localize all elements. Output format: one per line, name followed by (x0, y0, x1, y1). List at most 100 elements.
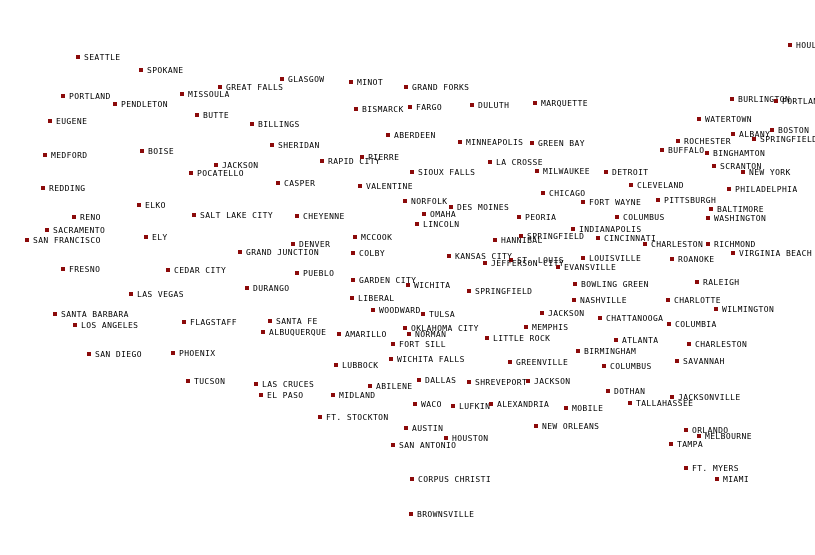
city-marker (391, 443, 395, 447)
city-marker (87, 352, 91, 356)
city-marker (368, 384, 372, 388)
city-marker (351, 251, 355, 255)
city-label: NASHVILLE (580, 296, 627, 305)
city-label: MINOT (357, 78, 383, 87)
city-label: LUFKIN (459, 402, 490, 411)
city-marker (180, 92, 184, 96)
city-label: PIERRE (368, 153, 399, 162)
city-marker (254, 382, 258, 386)
city-marker (444, 436, 448, 440)
city-label: SEATTLE (84, 53, 121, 62)
city-marker (556, 265, 560, 269)
city-marker (697, 434, 701, 438)
city-marker (354, 107, 358, 111)
city-marker (788, 43, 792, 47)
city-label: POCATELLO (197, 169, 244, 178)
city-label: SIOUX FALLS (418, 168, 475, 177)
city-marker (182, 320, 186, 324)
city-marker (195, 113, 199, 117)
city-label: SALT LAKE CITY (200, 211, 273, 220)
city: MINOT (349, 78, 383, 87)
city: HOUSTON (444, 434, 488, 443)
city: RAPID CITY (320, 157, 380, 166)
city: ABERDEEN (386, 131, 435, 140)
city: SAN ANTONIO (391, 441, 456, 450)
city: MELBOURNE (697, 432, 752, 441)
city-marker (670, 395, 674, 399)
city-label: EUGENE (56, 117, 87, 126)
city: JACKSONVILLE (670, 393, 740, 402)
city-marker (41, 186, 45, 190)
city-marker (417, 378, 421, 382)
city: ALBUQUERQUE (261, 328, 326, 337)
city-label: MCCOOK (361, 233, 392, 242)
city-label: SPRINGFIELD (475, 287, 532, 296)
city: BOWLING GREEN (573, 280, 648, 289)
city-label: COLUMBUS (623, 213, 665, 222)
city-marker (576, 349, 580, 353)
city-marker (489, 402, 493, 406)
city: SEATTLE (76, 53, 121, 62)
city-label: BOSTON (778, 126, 809, 135)
city-marker (421, 312, 425, 316)
city-label: TUCSON (194, 377, 225, 386)
city: BINGHAMTON (705, 149, 765, 158)
city-label: LA CROSSE (496, 158, 543, 167)
city-label: ALBUQUERQUE (269, 328, 326, 337)
city-label: LAS CRUCES (262, 380, 314, 389)
city-label: AMARILLO (345, 330, 387, 339)
city-label: SHERIDAN (278, 141, 320, 150)
city-marker (666, 298, 670, 302)
city-marker (408, 105, 412, 109)
city-label: OKLAHOMA CITY (411, 324, 479, 333)
city: PEORIA (517, 213, 556, 222)
city-label: JACKSON (222, 161, 259, 170)
city-label: JACKSON (548, 309, 585, 318)
city-label: LAS VEGAS (137, 290, 184, 299)
city-label: SPRINGFIELD (527, 232, 584, 241)
city-label: MINNEAPOLIS (466, 138, 523, 147)
city-label: DALLAS (425, 376, 456, 385)
city: OMAHA (422, 210, 456, 219)
city: DENVER (291, 240, 330, 249)
city-label: AUSTIN (412, 424, 443, 433)
city: LAS VEGAS (129, 290, 184, 299)
city-label: LIBERAL (358, 294, 395, 303)
city-marker (706, 216, 710, 220)
city-marker (350, 296, 354, 300)
city-label: MIAMI (723, 475, 749, 484)
city-marker (458, 140, 462, 144)
city: GRAND JUNCTION (238, 248, 319, 257)
city-marker (714, 307, 718, 311)
city-label: CASPER (284, 179, 315, 188)
city: GRAND FORKS (404, 83, 469, 92)
city-label: BISMARCK (362, 105, 404, 114)
city-marker (73, 323, 77, 327)
city-marker (140, 149, 144, 153)
city-marker (403, 199, 407, 203)
city: BURLINGTON (730, 95, 790, 104)
city-label: SAN FRANCISCO (33, 236, 101, 245)
city-label: GLASGOW (288, 75, 325, 84)
city-marker (752, 137, 756, 141)
city-marker (166, 268, 170, 272)
city-marker (669, 442, 673, 446)
city-marker (540, 311, 544, 315)
city: VIRGINIA BEACH (731, 249, 812, 258)
city: MOBILE (564, 404, 603, 413)
city: SAN FRANCISCO (25, 236, 101, 245)
city: NEW YORK (741, 168, 790, 177)
city: MEDFORD (43, 151, 87, 160)
city: LIBERAL (350, 294, 395, 303)
city-label: PHILADELPHIA (735, 185, 798, 194)
city-marker (391, 342, 395, 346)
city-marker (628, 401, 632, 405)
city-marker (334, 363, 338, 367)
city: LOS ANGELES (73, 321, 138, 330)
city-label: TALLAHASSEE (636, 399, 693, 408)
city: ALEXANDRIA (489, 400, 549, 409)
city-marker (245, 286, 249, 290)
city: EUGENE (48, 117, 87, 126)
city-marker (526, 379, 530, 383)
city-marker (358, 184, 362, 188)
